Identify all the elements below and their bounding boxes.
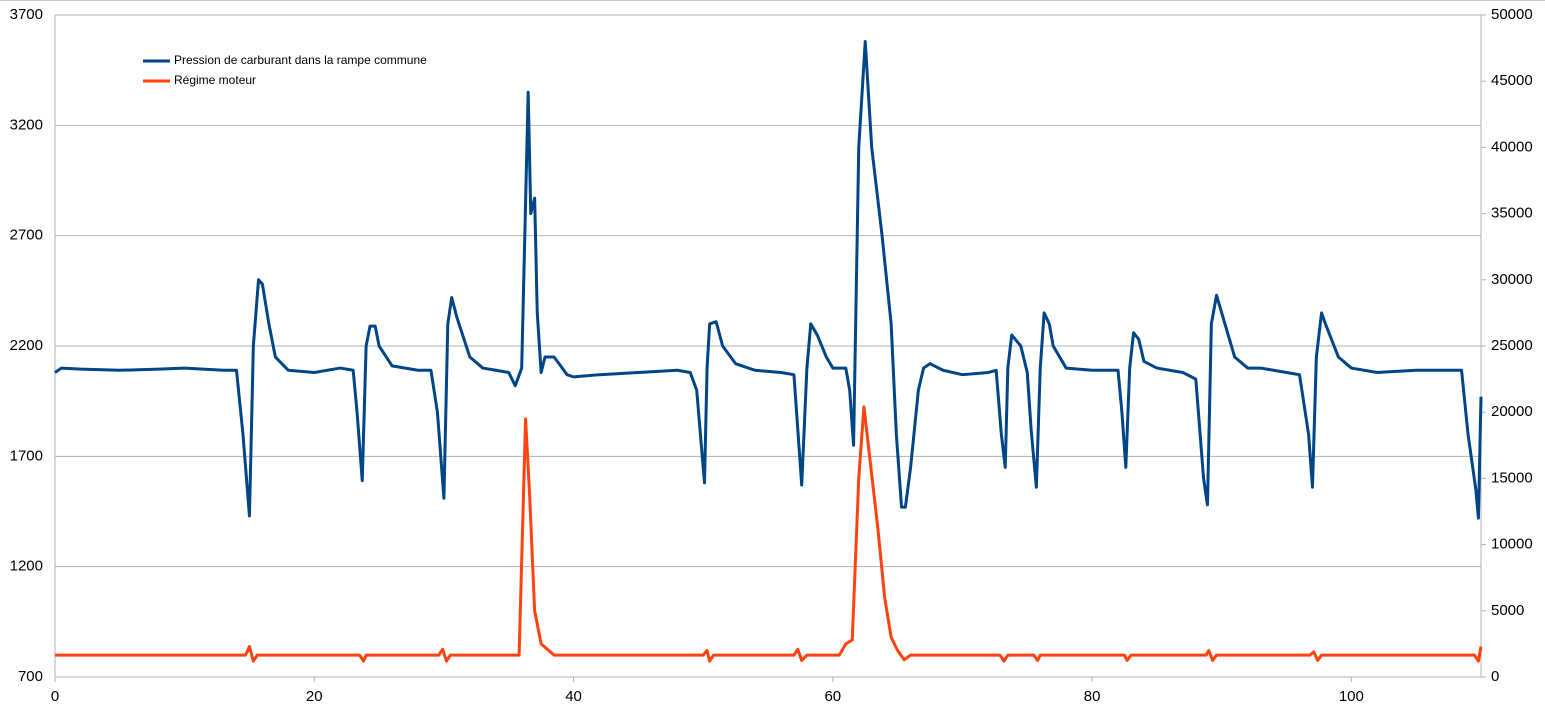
legend-label: Régime moteur xyxy=(174,73,256,87)
y2-tick-label: 40000 xyxy=(1491,138,1533,155)
y2-tick-label: 25000 xyxy=(1491,337,1533,354)
y-tick-label: 3200 xyxy=(10,116,43,133)
x-tick-label: 0 xyxy=(51,688,59,705)
x-tick-label: 80 xyxy=(1084,688,1101,705)
y-tick-label: 700 xyxy=(18,668,43,685)
series-line xyxy=(55,405,1483,663)
y2-tick-label: 45000 xyxy=(1491,72,1533,89)
x-tick-label: 100 xyxy=(1339,688,1364,705)
x-tick-label: 40 xyxy=(565,688,582,705)
y2-tick-label: 15000 xyxy=(1491,469,1533,486)
y-tick-label: 2200 xyxy=(10,337,43,354)
y2-tick-label: 30000 xyxy=(1491,271,1533,288)
y-tick-label: 3700 xyxy=(10,6,43,23)
y2-tick-label: 50000 xyxy=(1491,6,1533,23)
y-tick-label: 2700 xyxy=(10,227,43,244)
x-tick-label: 60 xyxy=(824,688,841,705)
y2-tick-label: 5000 xyxy=(1491,602,1524,619)
y-tick-label: 1700 xyxy=(10,447,43,464)
y2-tick-label: 0 xyxy=(1491,668,1499,685)
y2-tick-label: 35000 xyxy=(1491,205,1533,222)
y2-tick-label: 10000 xyxy=(1491,536,1533,553)
legend-label: Pression de carburant dans la rampe comm… xyxy=(174,53,427,67)
series-line xyxy=(54,39,1483,520)
x-tick-label: 20 xyxy=(306,688,323,705)
y2-tick-label: 20000 xyxy=(1491,403,1533,420)
y-tick-label: 1200 xyxy=(10,558,43,575)
